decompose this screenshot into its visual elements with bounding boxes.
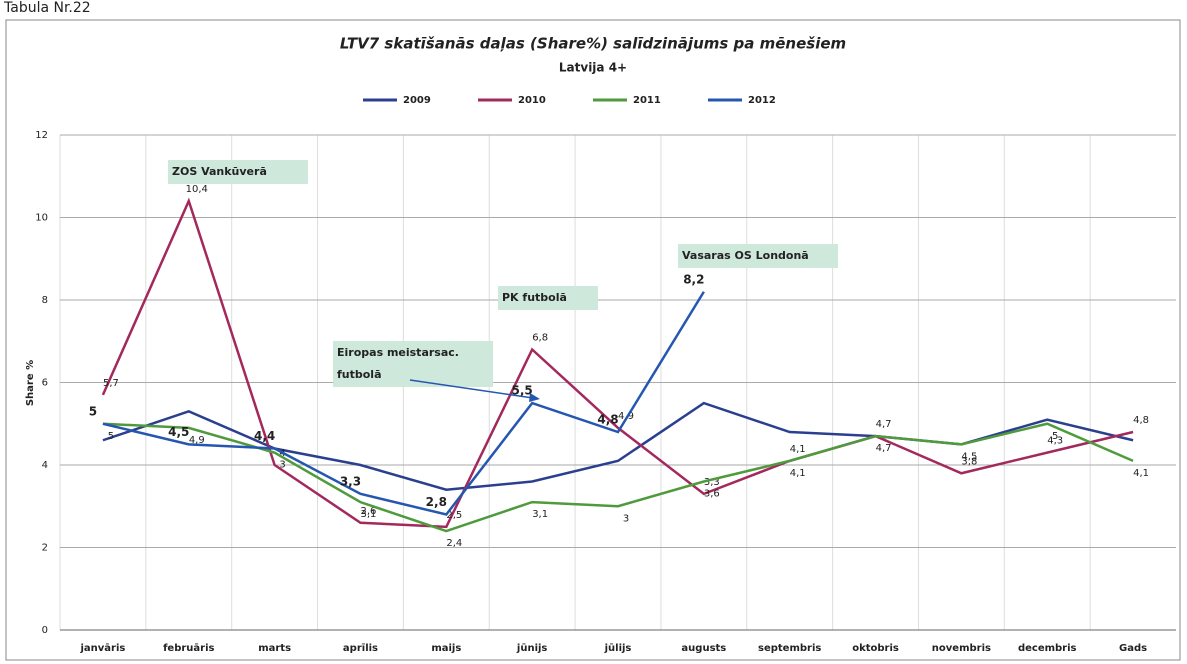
series-line xyxy=(101,197,1134,529)
data-label: 8,2 xyxy=(683,272,704,286)
data-label: 4,5 xyxy=(961,451,977,462)
y-tick-label: 10 xyxy=(35,213,48,224)
annotation-text: Vasaras OS Londonā xyxy=(682,249,809,262)
data-label: 5,7 xyxy=(103,378,119,389)
annotation-box xyxy=(498,286,598,310)
data-label: 4,8 xyxy=(597,413,618,427)
data-label: 3 xyxy=(279,460,285,471)
x-tick-label: augusts xyxy=(681,643,726,654)
y-tick-label: 4 xyxy=(42,460,48,471)
series-line xyxy=(102,422,1134,533)
x-tick-label: marts xyxy=(258,643,291,654)
x-tick-label: decembris xyxy=(1018,643,1077,654)
legend-label: 2012 xyxy=(748,95,776,106)
x-tick-label: novembris xyxy=(932,643,991,654)
data-label: 5 xyxy=(89,404,97,418)
data-label: 5,5 xyxy=(512,384,533,398)
data-label: 5 xyxy=(1052,431,1058,442)
data-label: 4,7 xyxy=(876,419,892,430)
series-line xyxy=(102,291,705,516)
data-label: 10,4 xyxy=(186,184,208,195)
x-tick-label: aprīlis xyxy=(343,643,378,654)
y-tick-label: 12 xyxy=(35,130,48,141)
x-tick-label: oktobris xyxy=(852,643,899,654)
page-header: Tabula Nr.22 xyxy=(3,0,91,16)
data-label: 4,4 xyxy=(254,429,275,443)
annotation-arrowhead xyxy=(529,393,540,402)
data-label: 6,8 xyxy=(532,333,548,344)
annotation-box xyxy=(678,244,838,268)
y-tick-label: 2 xyxy=(42,543,48,554)
legend-label: 2011 xyxy=(633,95,661,106)
y-axis-label: Share % xyxy=(25,360,36,406)
chart-title: LTV7 skatīšanās daļas (Share%) salīdzinā… xyxy=(340,35,846,53)
y-tick-label: 8 xyxy=(42,295,48,306)
data-label: 4,8 xyxy=(1133,415,1149,426)
y-tick-label: 6 xyxy=(42,378,48,389)
data-label: 4,9 xyxy=(189,435,205,446)
x-tick-label: februāris xyxy=(163,643,214,654)
data-label: 4,1 xyxy=(1133,468,1149,479)
chart-subtitle: Latvija 4+ xyxy=(559,61,627,75)
data-label: 2,4 xyxy=(446,538,462,549)
x-tick-label: septembris xyxy=(758,643,821,654)
annotation-text: PK futbolā xyxy=(502,291,567,304)
data-label: 3,3 xyxy=(340,474,361,488)
data-label: 3,6 xyxy=(704,489,720,500)
legend-label: 2009 xyxy=(403,95,431,106)
data-label: 3,1 xyxy=(532,509,548,520)
data-label: 3 xyxy=(623,513,629,524)
data-label: 2,5 xyxy=(446,510,462,521)
legend-label: 2010 xyxy=(518,95,546,106)
data-label: 4,3 xyxy=(1047,436,1063,447)
annotation-box xyxy=(333,341,493,387)
data-label: 4,1 xyxy=(790,468,806,479)
annotation-box xyxy=(168,160,308,184)
annotation-text: Eiropas meistarsac. xyxy=(337,346,459,359)
data-label: 5 xyxy=(108,431,114,442)
x-tick-label: jūlijs xyxy=(604,643,632,654)
x-tick-label: janvāris xyxy=(79,643,125,654)
data-label: 2,6 xyxy=(361,506,377,517)
x-tick-label: jūnijs xyxy=(516,643,548,654)
annotation-text: futbolā xyxy=(337,368,382,381)
x-tick-label: Gads xyxy=(1119,643,1147,654)
data-label: 4,9 xyxy=(618,411,634,422)
annotation-arrow xyxy=(409,379,534,399)
chart-frame xyxy=(5,19,1181,661)
data-label: 2,8 xyxy=(426,495,447,509)
data-label: 4,1 xyxy=(790,444,806,455)
data-label: 3,3 xyxy=(704,477,720,488)
y-tick-label: 0 xyxy=(42,625,48,636)
data-label: 4,5 xyxy=(168,425,189,439)
x-tick-label: maijs xyxy=(431,643,461,654)
data-label: 3,8 xyxy=(961,456,977,467)
data-label: 3,1 xyxy=(361,509,377,520)
data-label: 4,7 xyxy=(876,443,892,454)
annotation-text: ZOS Vankūverā xyxy=(172,165,267,178)
